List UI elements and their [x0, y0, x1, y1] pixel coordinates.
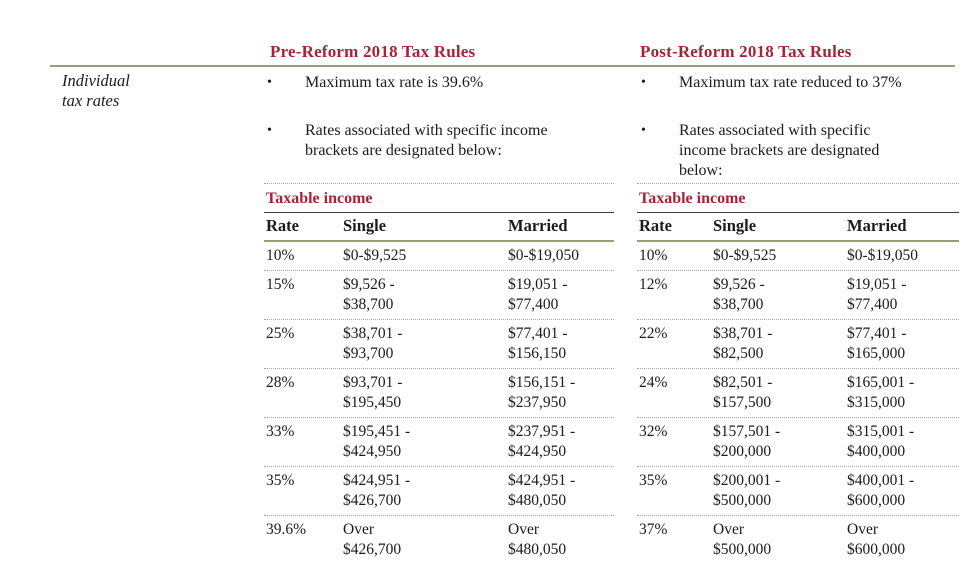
bullet-icon: •: [641, 75, 646, 90]
single-bracket-cell: Over $426,700: [343, 521, 402, 558]
pre-reform-tax-table: Taxable income Rate Single Married 10% $…: [264, 183, 614, 562]
married-bracket-cell: $0-$19,050: [508, 247, 580, 264]
table-row: 10% $0-$9,525 $0-$19,050: [637, 242, 959, 270]
rate-cell: 10%: [639, 247, 668, 264]
table-row: 24% $82,501 - $157,500 $165,001 - $315,0…: [637, 368, 959, 417]
married-bracket-cell: $156,151 - $237,950: [508, 374, 576, 411]
post-reform-tax-table: Taxable income Rate Single Married 10% $…: [637, 183, 959, 562]
married-bracket-cell: $19,051 - $77,400: [847, 276, 907, 313]
single-bracket-cell: $195,451 - $424,950: [343, 423, 411, 460]
bullet-icon: •: [641, 123, 646, 138]
rate-cell: 15%: [266, 276, 295, 293]
bullet-icon: •: [267, 75, 272, 90]
table-row: 15% $9,526 - $38,700 $19,051 - $77,400: [264, 270, 614, 319]
married-bracket-cell: $77,401 - $165,000: [847, 325, 907, 362]
table-row: 10% $0-$9,525 $0-$19,050: [264, 242, 614, 270]
column-header-single: Single: [713, 216, 757, 235]
table-header-row: Rate Single Married: [637, 213, 959, 242]
rate-cell: 24%: [639, 374, 668, 391]
rate-cell: 32%: [639, 423, 668, 440]
rate-cell: 28%: [266, 374, 295, 391]
single-bracket-cell: $38,701 - $82,500: [713, 325, 773, 362]
bullet-text: Maximum tax rate reduced to 37%: [679, 74, 902, 91]
married-bracket-cell: $237,951 - $424,950: [508, 423, 576, 460]
married-bracket-cell: $19,051 - $77,400: [508, 276, 568, 313]
table-row: 35% $200,001 - $500,000 $400,001 - $600,…: [637, 466, 959, 515]
list-item: • Maximum tax rate reduced to 37%: [638, 73, 960, 93]
list-item: • Maximum tax rate is 39.6%: [264, 73, 615, 93]
table-row: 22% $38,701 - $82,500 $77,401 - $165,000: [637, 319, 959, 368]
single-bracket-cell: $9,526 - $38,700: [343, 276, 395, 313]
column-header-rate: Rate: [266, 216, 299, 235]
column-header-rate: Rate: [639, 216, 672, 235]
rate-cell: 39.6%: [266, 521, 307, 538]
rate-cell: 22%: [639, 325, 668, 342]
table-row: 12% $9,526 - $38,700 $19,051 - $77,400: [637, 270, 959, 319]
rate-cell: 37%: [639, 521, 668, 538]
single-bracket-cell: $9,526 - $38,700: [713, 276, 765, 313]
table-title-taxable-income: Taxable income: [637, 183, 959, 213]
rate-cell: 25%: [266, 325, 295, 342]
married-bracket-cell: $0-$19,050: [847, 247, 919, 264]
table-header-row: Rate Single Married: [264, 213, 614, 242]
table-row: 32% $157,501 - $200,000 $315,001 - $400,…: [637, 417, 959, 466]
column-header-single: Single: [343, 216, 387, 235]
single-bracket-cell: $200,001 - $500,000: [713, 472, 781, 509]
rate-cell: 33%: [266, 423, 295, 440]
single-bracket-cell: $93,701 - $195,450: [343, 374, 403, 411]
married-bracket-cell: Over $600,000: [847, 521, 906, 558]
single-bracket-cell: $0-$9,525: [713, 247, 777, 264]
post-reform-bullet-list: • Maximum tax rate reduced to 37% • Rate…: [638, 73, 960, 181]
rate-cell: 10%: [266, 247, 295, 264]
header-divider-rule: [50, 65, 955, 67]
single-bracket-cell: $157,501 - $200,000: [713, 423, 781, 460]
bullet-text: Rates associated with specific income br…: [305, 122, 548, 159]
single-bracket-cell: $424,951 - $426,700: [343, 472, 411, 509]
table-row: 28% $93,701 - $195,450 $156,151 - $237,9…: [264, 368, 614, 417]
married-bracket-cell: $77,401 - $156,150: [508, 325, 568, 362]
row-label-individual-tax-rates: Individual tax rates: [62, 71, 130, 110]
table-row: 39.6% Over $426,700 Over $480,050: [264, 515, 614, 562]
table-title-taxable-income: Taxable income: [264, 183, 614, 213]
table-row: 35% $424,951 - $426,700 $424,951 - $480,…: [264, 466, 614, 515]
married-bracket-cell: $165,001 - $315,000: [847, 374, 915, 411]
list-item: • Rates associated with specific income …: [264, 121, 615, 161]
single-bracket-cell: $82,501 - $157,500: [713, 374, 773, 411]
rate-cell: 35%: [266, 472, 295, 489]
married-bracket-cell: $400,001 - $600,000: [847, 472, 915, 509]
married-bracket-cell: $424,951 - $480,050: [508, 472, 576, 509]
bullet-text: Rates associated with specific income br…: [679, 122, 880, 179]
table-row: 25% $38,701 - $93,700 $77,401 - $156,150: [264, 319, 614, 368]
column-header-married: Married: [847, 216, 907, 235]
table-body: 10% $0-$9,525 $0-$19,050 12% $9,526 - $3…: [637, 242, 959, 562]
post-reform-column-header: Post-Reform 2018 Tax Rules: [640, 42, 852, 61]
table-row: 33% $195,451 - $424,950 $237,951 - $424,…: [264, 417, 614, 466]
column-header-married: Married: [508, 216, 568, 235]
married-bracket-cell: Over $480,050: [508, 521, 567, 558]
bullet-icon: •: [267, 123, 272, 138]
single-bracket-cell: Over $500,000: [713, 521, 772, 558]
table-body: 10% $0-$9,525 $0-$19,050 15% $9,526 - $3…: [264, 242, 614, 562]
table-row: 37% Over $500,000 Over $600,000: [637, 515, 959, 562]
bullet-text: Maximum tax rate is 39.6%: [305, 74, 484, 91]
single-bracket-cell: $0-$9,525: [343, 247, 407, 264]
rate-cell: 12%: [639, 276, 668, 293]
list-item: • Rates associated with specific income …: [638, 121, 960, 181]
single-bracket-cell: $38,701 - $93,700: [343, 325, 403, 362]
pre-reform-column-header: Pre-Reform 2018 Tax Rules: [270, 42, 476, 61]
pre-reform-bullet-list: • Maximum tax rate is 39.6% • Rates asso…: [264, 73, 615, 161]
rate-cell: 35%: [639, 472, 668, 489]
married-bracket-cell: $315,001 - $400,000: [847, 423, 915, 460]
